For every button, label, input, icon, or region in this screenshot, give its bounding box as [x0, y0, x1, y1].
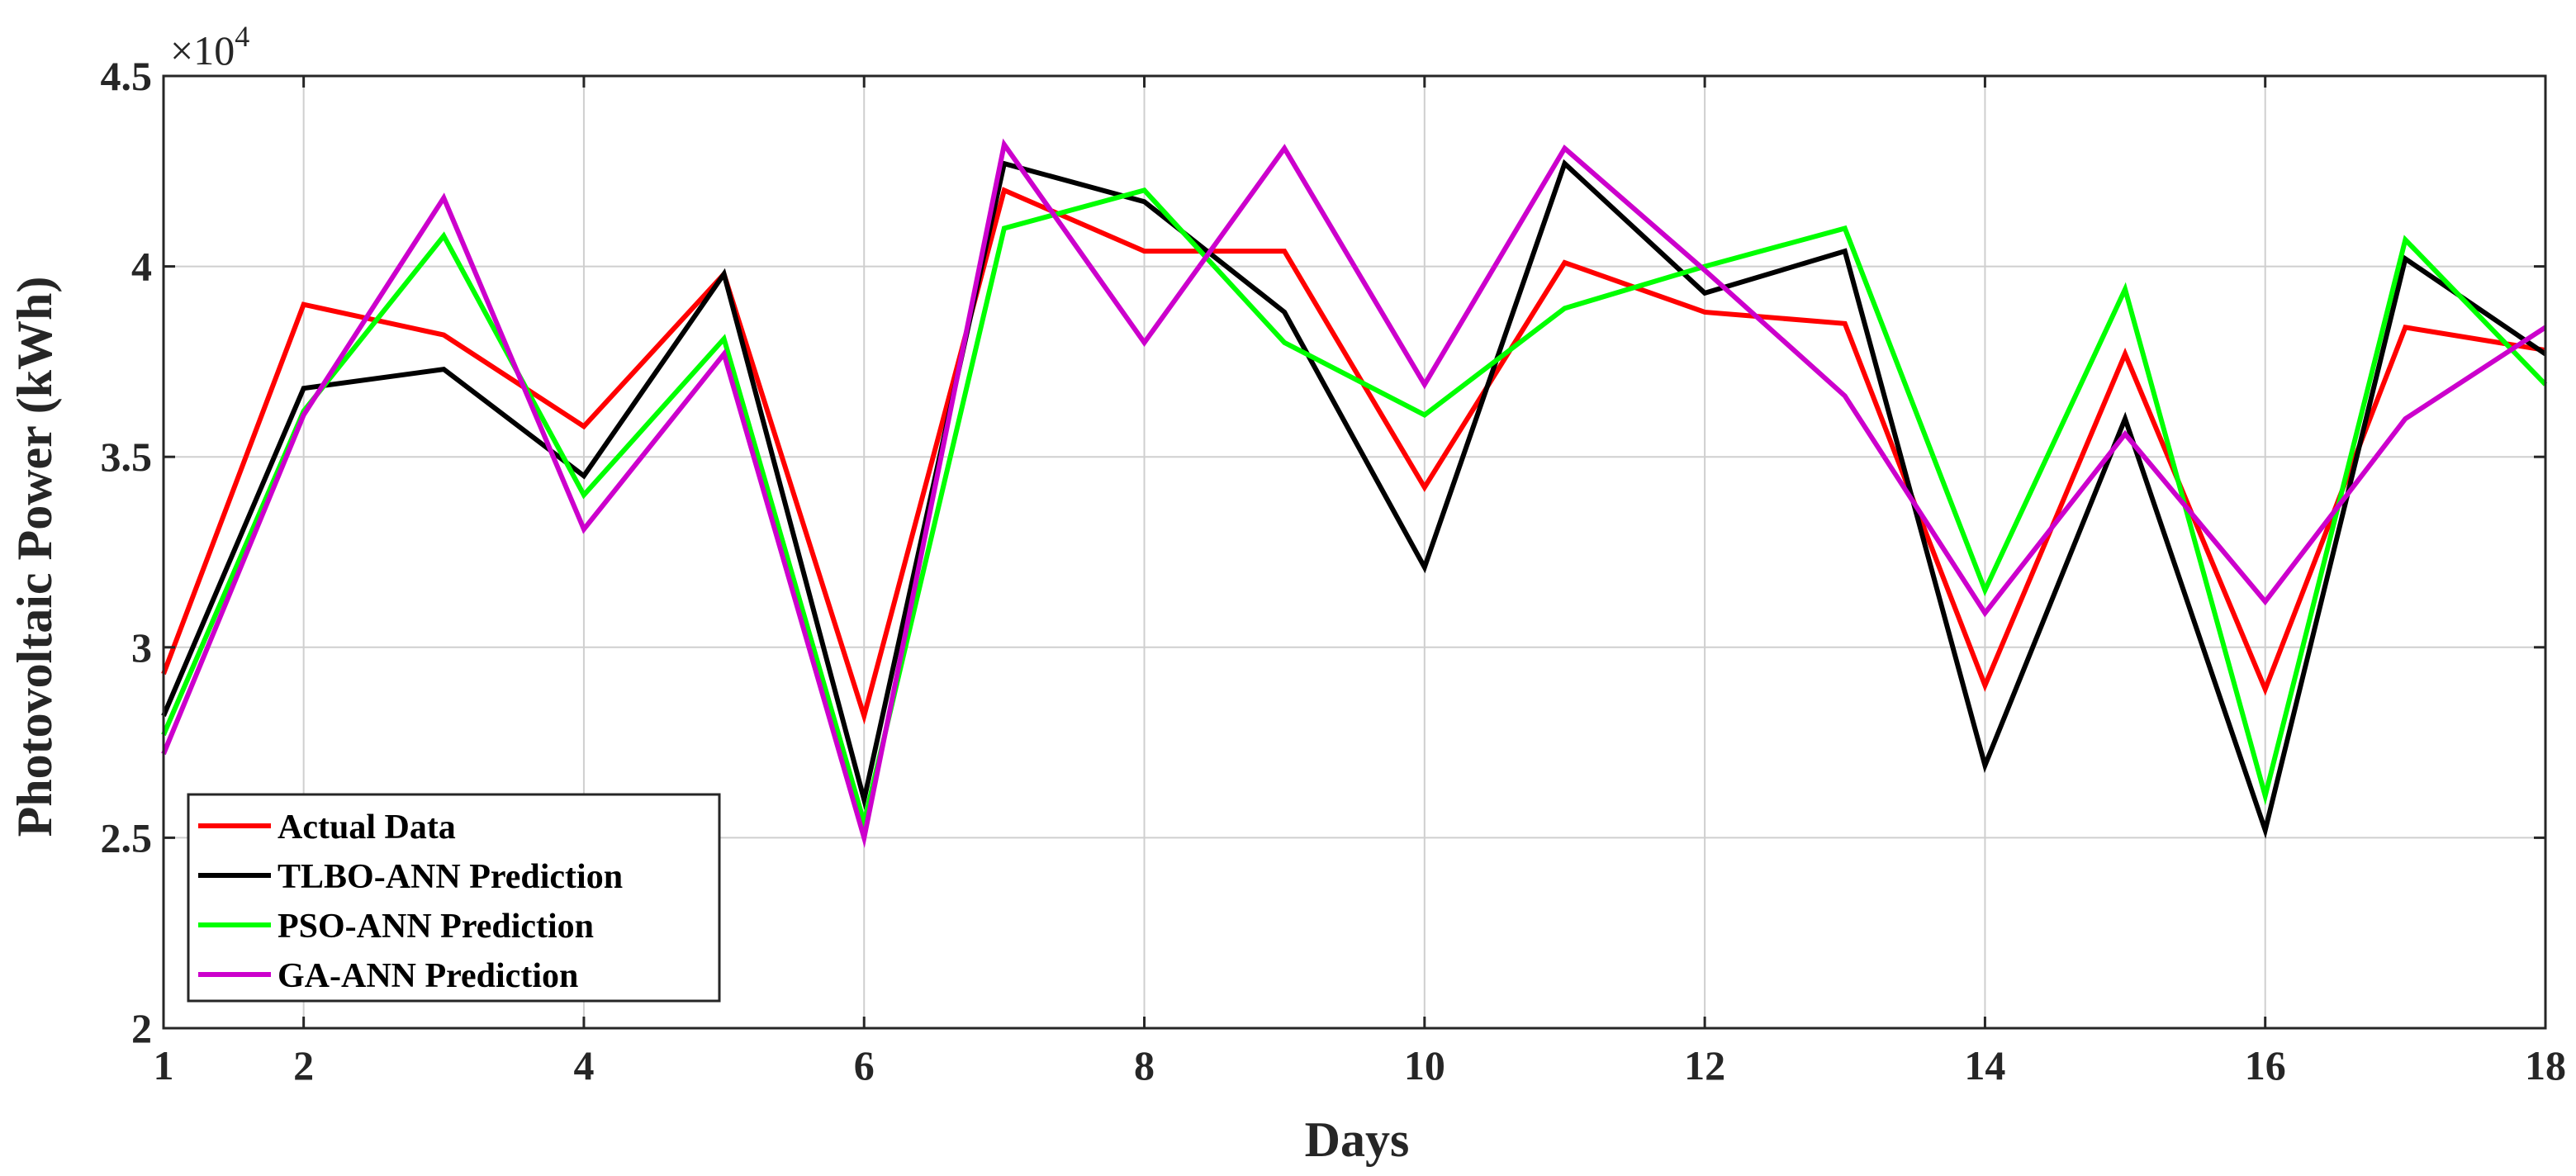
legend-entry-label: TLBO-ANN Prediction — [278, 858, 623, 896]
legend-entry-label: PSO-ANN Prediction — [278, 908, 594, 946]
y-tick-label: 2 — [131, 1005, 152, 1051]
y-tick-label: 2.5 — [101, 814, 153, 861]
x-tick-label: 18 — [2525, 1042, 2566, 1088]
x-axis-label: Days — [1305, 1112, 1410, 1167]
axis-ticks — [162, 74, 2547, 1030]
x-tick-label: 8 — [1134, 1042, 1155, 1088]
series-line-actual-data — [161, 187, 2546, 725]
x-tick-label: 6 — [854, 1042, 875, 1088]
series-line-tlbo-ann-prediction — [161, 159, 2547, 839]
x-tick-label: 16 — [2245, 1042, 2286, 1088]
legend-box — [187, 793, 721, 1003]
y-axis-label: Photovoltaic Power (kWh) — [7, 277, 62, 837]
y-axis-exponent-power: 4 — [235, 20, 249, 53]
x-tick-label: 4 — [573, 1042, 594, 1088]
y-tick-label: 4.5 — [101, 53, 153, 99]
x-axis-tick-labels: 1 2 4 6 8 10 12 14 16 18 — [154, 1042, 2567, 1088]
x-tick-label: 1 — [154, 1042, 174, 1088]
legend: Actual Data TLBO-ANN Prediction PSO-ANN Pr… — [187, 793, 721, 1003]
y-axis-exponent-base: ×10 — [170, 27, 235, 74]
series-line-pso-ann-prediction — [161, 187, 2548, 832]
x-tick-label: 2 — [293, 1042, 314, 1088]
x-tick-label: 12 — [1684, 1042, 1725, 1088]
y-tick-label: 3.5 — [101, 434, 153, 480]
y-tick-label: 3 — [131, 624, 152, 671]
legend-entry-label: GA-ANN Prediction — [278, 957, 578, 995]
series-layer — [161, 138, 2548, 848]
series-line-ga-ann-prediction — [161, 138, 2547, 848]
legend-entry-label: Actual Data — [278, 808, 456, 846]
y-axis-tick-labels: 2 2.5 3 3.5 4 4.5 — [101, 53, 153, 1051]
y-tick-label: 4 — [131, 244, 152, 290]
x-tick-label: 10 — [1404, 1042, 1445, 1088]
x-tick-label: 14 — [1964, 1042, 2005, 1088]
plot-frame — [162, 74, 2547, 1030]
y-axis-exponent: ×104 — [170, 20, 249, 74]
